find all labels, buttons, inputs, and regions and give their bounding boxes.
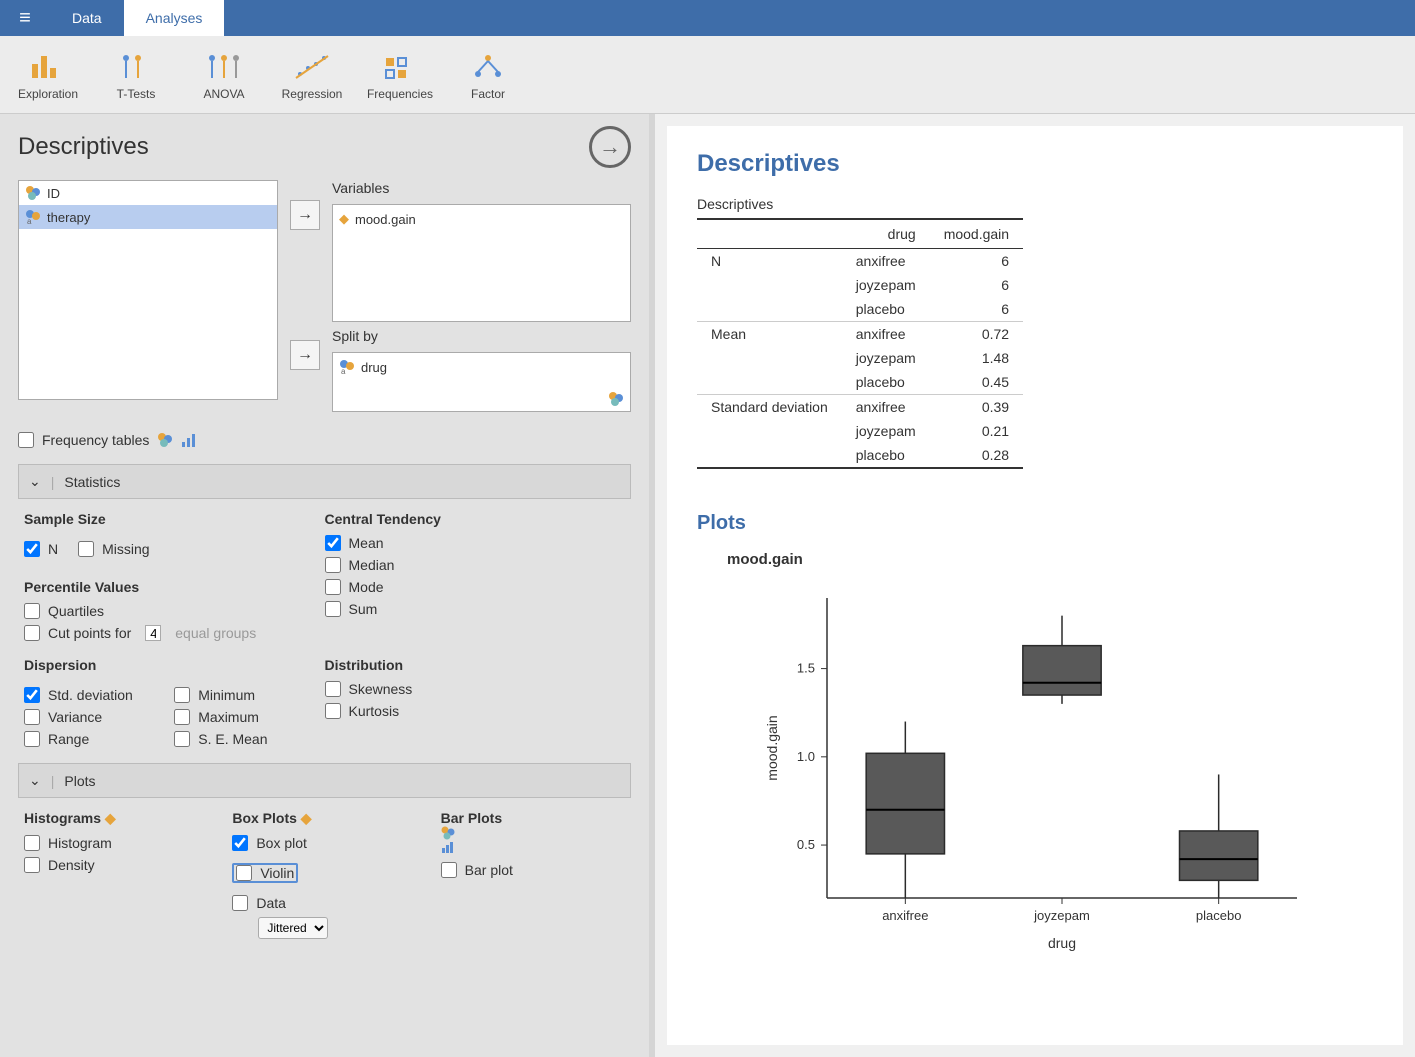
plots-section-toggle[interactable]: ⌄ | Plots [18,763,631,798]
ttests-icon [116,49,156,85]
ribbon-regression[interactable]: Regression [272,45,352,105]
panel-title: Descriptives [18,133,149,161]
distribution-title: Distribution [325,657,626,673]
continuous-icon: ◆ [301,810,312,826]
nominal-icon [441,826,625,840]
regression-icon [292,49,332,85]
se-checkbox[interactable]: S. E. Mean [174,731,324,747]
var-item-ID[interactable]: ID [19,181,277,205]
nominal-icon [608,391,624,407]
frequencies-icon [380,49,420,85]
jitter-select[interactable]: Jittered [258,917,328,939]
statistics-section-toggle[interactable]: ⌄ | Statistics [18,464,631,499]
ribbon-anova[interactable]: ANOVA [184,45,264,105]
svg-text:drug: drug [1048,935,1076,951]
ribbon-factor[interactable]: Factor [448,45,528,105]
ordinal-icon [181,432,197,448]
svg-text:anxifree: anxifree [882,908,928,923]
variables-box[interactable]: ◆mood.gain [332,204,631,322]
ordinal-icon [441,840,625,854]
continuous-icon: ◆ [105,810,116,826]
svg-text:a: a [27,217,32,225]
results-plots-title: Plots [697,512,1373,535]
mean-checkbox[interactable]: Mean [325,535,626,551]
median-checkbox[interactable]: Median [325,557,626,573]
exploration-icon [28,49,68,85]
results-table-title: Descriptives [697,196,1373,212]
skewness-checkbox[interactable]: Skewness [325,681,626,697]
freq-tables-checkbox[interactable]: Frequency tables [18,432,149,448]
boxplot-checkbox[interactable]: Box plot [232,835,416,851]
plots-section-label: Plots [64,773,95,789]
variance-checkbox[interactable]: Variance [24,709,174,725]
svg-text:joyzepam: joyzepam [1033,908,1090,923]
violin-checkbox[interactable]: Violin [232,863,298,883]
sample-size-title: Sample Size [24,511,325,527]
descriptives-table: drugmood.gainNanxifree6joyzepam6placebo6… [697,220,1023,467]
move-to-variables-button[interactable]: → [290,200,320,230]
boxplot-chart: 0.5 1.0 1.5 mood.gain anxifree joyzepam placeb… [757,578,1317,958]
ribbon-ttests[interactable]: T-Tests [96,45,176,105]
max-checkbox[interactable]: Maximum [174,709,324,725]
mode-checkbox[interactable]: Mode [325,579,626,595]
density-checkbox[interactable]: Density [24,857,208,873]
tab-data[interactable]: Data [50,0,124,36]
chevron-down-icon: ⌄ [29,473,41,490]
sum-checkbox[interactable]: Sum [325,601,626,617]
svg-text:0.5: 0.5 [797,837,815,852]
factor-icon [468,49,508,85]
statistics-section-label: Statistics [64,474,120,490]
available-vars-list[interactable]: IDatherapy [18,180,278,400]
anova-icon [204,49,244,85]
splitby-box[interactable]: adrug [332,352,631,412]
data-checkbox[interactable]: Data [232,895,416,911]
quartiles-checkbox[interactable]: Quartiles [24,603,325,619]
ribbon-exploration[interactable]: Exploration [8,45,88,105]
cutpoints-input[interactable] [145,625,161,641]
move-to-splitby-button[interactable]: → [290,340,320,370]
menu-button[interactable]: ≡ [0,7,50,30]
svg-text:placebo: placebo [1196,908,1242,923]
nominal-text-icon: a [25,209,41,225]
nominal-icon [157,432,173,448]
range-checkbox[interactable]: Range [24,731,174,747]
barplots-title: Bar Plots [441,810,625,854]
percentile-title: Percentile Values [24,579,325,595]
min-checkbox[interactable]: Minimum [174,687,324,703]
tab-analyses[interactable]: Analyses [124,0,225,36]
missing-checkbox[interactable]: Missing [78,541,149,557]
collapse-panel-button[interactable]: → [589,126,631,168]
barplot-checkbox[interactable]: Bar plot [441,862,625,878]
chevron-down-icon: ⌄ [29,772,41,789]
plot-variable-title: mood.gain [727,551,1373,568]
splitby-label: Split by [332,328,631,344]
results-title: Descriptives [697,150,1373,178]
nominal-icon [25,185,41,201]
svg-text:1.5: 1.5 [797,661,815,676]
histogram-checkbox[interactable]: Histogram [24,835,208,851]
std-checkbox[interactable]: Std. deviation [24,687,174,703]
kurtosis-checkbox[interactable]: Kurtosis [325,703,626,719]
central-title: Central Tendency [325,511,626,527]
svg-text:a: a [341,367,346,375]
continuous-icon: ◆ [339,211,349,227]
freq-tables-label: Frequency tables [42,432,149,448]
cutpoints-row[interactable]: Cut points for equal groups [24,625,325,641]
boxplots-title: Box Plots ◆ [232,810,416,827]
variables-label: Variables [332,180,631,196]
var-item-therapy[interactable]: atherapy [19,205,277,229]
ribbon-frequencies[interactable]: Frequencies [360,45,440,105]
nominal-text-icon: a [339,359,355,375]
dispersion-title: Dispersion [24,657,325,673]
svg-text:mood.gain: mood.gain [764,715,780,780]
variable-mood.gain[interactable]: ◆mood.gain [339,209,624,229]
splitby-drug[interactable]: adrug [339,357,624,377]
histograms-title: Histograms ◆ [24,810,208,827]
n-checkbox[interactable]: N [24,541,58,557]
svg-text:1.0: 1.0 [797,749,815,764]
